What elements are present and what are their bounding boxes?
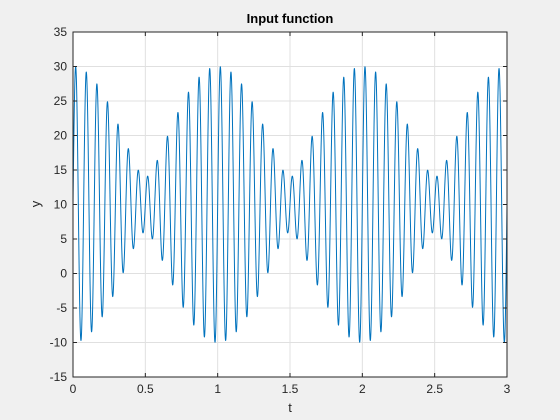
y-tick-label: 20 [54, 129, 68, 143]
x-tick-label: 0 [70, 382, 77, 396]
y-tick-label: 35 [54, 25, 68, 39]
y-tick-label: -10 [50, 336, 68, 350]
x-axis-label: t [288, 400, 292, 415]
x-tick-label: 0.5 [137, 382, 154, 396]
y-tick-label: 15 [54, 163, 68, 177]
x-tick-label: 2 [359, 382, 366, 396]
y-tick-label: 10 [54, 198, 68, 212]
y-tick-label: 30 [54, 60, 68, 74]
y-tick-label: 25 [54, 94, 68, 108]
tick-labels: 0 0.5 1 1.5 2 2.5 3 -15 -10 -5 0 5 10 15 20 25 30 35 [50, 25, 511, 396]
x-tick-label: 1.5 [282, 382, 299, 396]
x-tick-label: 2.5 [426, 382, 443, 396]
series-line [72, 66, 508, 343]
x-tick-label: 1 [214, 382, 221, 396]
chart-title: Input function [247, 11, 334, 26]
ticks [72, 31, 508, 378]
y-tick-label: 0 [60, 267, 67, 281]
y-tick-label: -15 [50, 370, 68, 384]
y-tick-label: -5 [56, 301, 67, 315]
y-tick-label: 5 [60, 232, 67, 246]
y-axis-label: y [28, 200, 43, 207]
x-tick-label: 3 [504, 382, 511, 396]
